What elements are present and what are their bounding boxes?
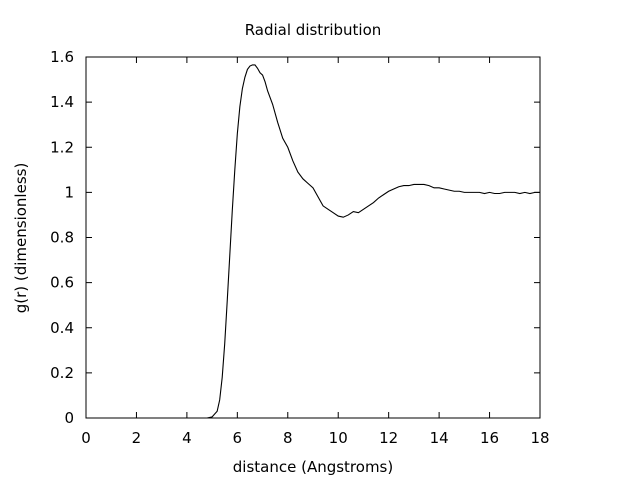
y-tick-label: 0.4 bbox=[50, 319, 74, 337]
x-tick-label: 10 bbox=[329, 429, 348, 447]
y-tick-label: 1.6 bbox=[50, 48, 74, 66]
y-tick-label: 1 bbox=[64, 183, 74, 201]
y-tick-label: 0.6 bbox=[50, 274, 74, 292]
x-tick-label: 12 bbox=[379, 429, 398, 447]
x-tick-label: 14 bbox=[430, 429, 449, 447]
x-tick-label: 18 bbox=[530, 429, 549, 447]
y-tick-label: 0.2 bbox=[50, 364, 74, 382]
x-tick-label: 0 bbox=[81, 429, 91, 447]
x-axis-label: distance (Angstroms) bbox=[233, 458, 393, 476]
y-tick-label: 1.2 bbox=[50, 138, 74, 156]
y-axis-ticks: 0 0.2 0.4 0.6 0.8 1 1.2 1.4 1.6 bbox=[50, 48, 540, 427]
x-tick-label: 8 bbox=[283, 429, 293, 447]
x-tick-label: 16 bbox=[480, 429, 499, 447]
y-tick-label: 0.8 bbox=[50, 229, 74, 247]
x-tick-label: 2 bbox=[132, 429, 142, 447]
x-tick-label: 4 bbox=[182, 429, 192, 447]
y-tick-label: 0 bbox=[64, 409, 74, 427]
x-axis-ticks: 0 2 4 6 8 10 12 14 16 18 bbox=[81, 57, 550, 447]
y-tick-label: 1.4 bbox=[50, 93, 74, 111]
x-tick-label: 6 bbox=[233, 429, 243, 447]
y-axis-label: g(r) (dimensionless) bbox=[12, 163, 30, 314]
plot-frame bbox=[85, 56, 541, 419]
chart-title: Radial distribution bbox=[245, 21, 382, 39]
series-line bbox=[86, 64, 540, 419]
